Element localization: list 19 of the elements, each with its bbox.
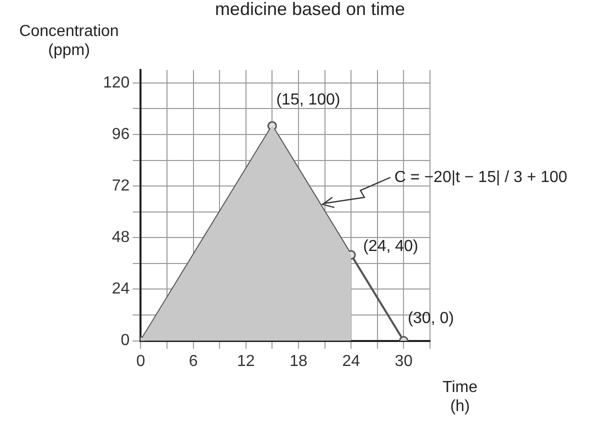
x-tick-label: 6 [188,352,198,370]
y-tick-label: 48 [112,229,130,246]
annotation: C = −20|t − 15| / 3 + 100 [394,168,568,186]
y-tick-label: 96 [112,126,130,143]
y-tick-label: 72 [112,177,130,194]
y-tick-label: 24 [112,280,130,298]
x-tick-label: 30 [394,352,413,370]
annotation: (15, 100) [276,91,340,108]
x-tick-label: 18 [290,352,308,370]
x-tick-label: 24 [342,352,360,370]
annotation: (24, 40) [363,238,418,256]
annotation: (30, 0) [408,310,454,328]
x-tick-label: 12 [237,352,255,370]
y-tick-label: 120 [102,74,130,92]
x-tick-label: 0 [136,352,146,370]
y-axis-title: Concentration (ppm) [18,22,120,60]
x-axis-title: Time (h) [442,378,478,416]
y-tick-label: 0 [120,332,130,350]
chart-title: medicine based on time [214,0,406,19]
